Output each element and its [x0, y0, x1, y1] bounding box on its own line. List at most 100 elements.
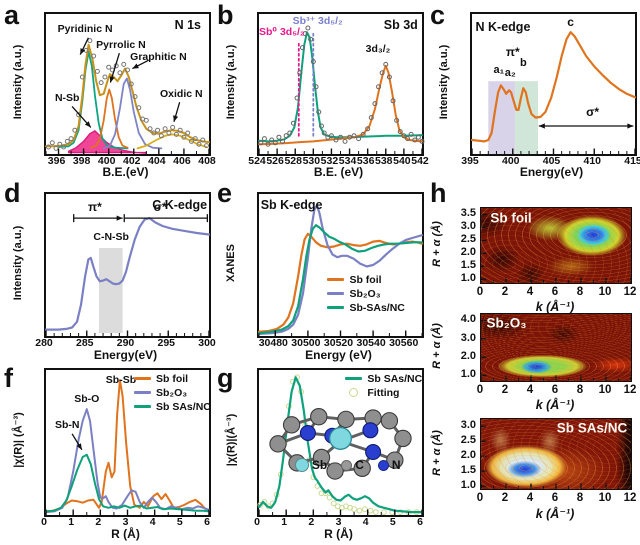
x-axis-label: Energy (eV)	[305, 348, 372, 362]
scatter-point	[265, 141, 271, 147]
x-axis-label: k (Å⁻¹)	[535, 300, 575, 314]
scatter-point	[379, 70, 385, 76]
x-tick-label: 1	[281, 516, 288, 528]
x-tick-label: 408	[198, 155, 216, 167]
scatter-point	[203, 143, 209, 149]
x-tick-label: 526	[266, 155, 284, 167]
panel-f: f |χ(R)| (Å⁻³) Sb-Sb Sb-O Sb-N Sb foil Sb₂O₃…	[0, 363, 213, 545]
legend-label: Sb SAs/NC	[367, 372, 423, 385]
y-tick-label: 2.0	[460, 246, 476, 259]
x-tick-label: 2	[501, 286, 509, 298]
x-tick-label: 30540	[356, 337, 386, 349]
x-tick-label: 2	[501, 492, 509, 504]
scatter-point	[170, 124, 176, 130]
x-tick-label: 0	[476, 286, 484, 298]
y-axis-label: R + α (Å)	[431, 221, 443, 267]
scatter-point	[87, 38, 93, 44]
legend-circle-swatch	[349, 388, 359, 398]
x-tick-label: 295	[157, 337, 176, 349]
panel-letter-a: a	[4, 0, 20, 30]
legend-label: Sb-SAs/NC	[349, 301, 405, 314]
x-axis-label: R (Å)	[111, 527, 140, 541]
x-tick-label: 285	[75, 337, 94, 349]
series-sb-o-	[45, 408, 210, 514]
scatter-point	[342, 138, 348, 144]
scatter-point	[386, 74, 392, 80]
x-tick-label: 540	[393, 155, 411, 167]
atom-legend-item: Sb	[294, 458, 327, 473]
scatter-point	[257, 501, 264, 508]
x-tick-label: 542	[411, 155, 429, 167]
y-tick-label: 3.0	[460, 331, 476, 344]
x-axis-ticks: 0 2 4 6 8 10 12	[476, 384, 637, 397]
series-c-k-edge-nexafs	[44, 217, 211, 331]
atom-swatch	[341, 459, 353, 471]
scatter-point	[173, 131, 179, 137]
scatter-point	[181, 134, 187, 140]
atom-legend: Sb C N	[294, 458, 401, 473]
x-tick-label: 1	[68, 516, 75, 528]
x-tick-label: 398	[72, 155, 91, 167]
scatter-point	[397, 129, 403, 135]
shaded-region	[98, 247, 123, 334]
x-axis-label: B.E. (eV)	[313, 165, 364, 179]
scatter-point	[290, 120, 296, 126]
legend-item: Sb-SAs/NC	[327, 301, 405, 314]
scatter-point	[196, 141, 202, 147]
scatter-point	[258, 140, 264, 146]
series-sb-3d3-2-fit	[258, 64, 423, 146]
atom-legend-item: N	[377, 458, 401, 472]
molecule-model	[269, 407, 412, 480]
y-axis-label: R + α (Å)	[431, 430, 443, 476]
x-tick-label: 12	[623, 492, 637, 504]
series-oxidic-n	[136, 133, 208, 150]
y-tick-label: 4.0	[460, 313, 476, 326]
y-tick-label: 2.5	[460, 233, 476, 246]
scatter-point	[57, 141, 63, 147]
scatter-point	[305, 25, 311, 31]
series-sb-sas-nc	[257, 376, 424, 514]
x-tick-label: 0	[476, 492, 484, 504]
x-tick-label: 5	[176, 516, 183, 528]
panel-c: c Intensity (a.u.) N K-edge π* a₁ a₂ b c σ* 39…	[426, 0, 640, 179]
scatter-point	[200, 137, 206, 143]
x-tick-label: 406	[173, 155, 191, 167]
x-tick-label: 10	[598, 384, 612, 396]
scatter-point	[68, 136, 74, 142]
legend-line-swatch	[134, 377, 152, 381]
scatter-point	[365, 126, 371, 132]
scatter-point	[155, 127, 161, 133]
scatter-point	[356, 136, 362, 142]
x-axis-label: Energy(eV)	[519, 165, 584, 179]
x-tick-label: 4	[362, 516, 369, 528]
scatter-point	[313, 84, 319, 90]
legend-label: Sb₂O₃	[156, 386, 188, 399]
scatter-point	[330, 500, 337, 507]
legend: Sb SAs/NC Fitting	[345, 373, 422, 399]
y-tick-label: 1.0	[460, 272, 476, 285]
scatter-point	[46, 144, 52, 150]
scatter-point	[351, 133, 357, 139]
scatter-point	[125, 67, 130, 73]
scatter-point	[177, 127, 183, 133]
x-tick-label: 8	[576, 384, 584, 396]
x-tick-label: 300	[198, 337, 216, 349]
scatter-point	[283, 133, 289, 139]
plot-c-kedge: C K-edge π* σ* C-N-Sb	[44, 192, 211, 338]
x-tick-label: 0	[476, 384, 484, 396]
x-axis-ticks: 0 2 4 6 8 10 12	[476, 286, 637, 299]
x-tick-label: 400	[97, 155, 116, 167]
scatter-point	[162, 126, 168, 132]
x-tick-label: 405	[542, 155, 561, 167]
scatter-point	[356, 507, 363, 514]
scatter-point	[64, 138, 70, 144]
scatter-point	[287, 130, 293, 136]
series-pyridinic-n	[57, 50, 129, 150]
legend-item: Sb₂O₃	[134, 387, 211, 399]
scatter-point	[321, 130, 327, 136]
scatter-point	[308, 36, 314, 42]
legend-line-swatch	[327, 306, 345, 310]
x-tick-label: 6	[551, 492, 559, 504]
x-tick-label: 2	[308, 516, 315, 528]
